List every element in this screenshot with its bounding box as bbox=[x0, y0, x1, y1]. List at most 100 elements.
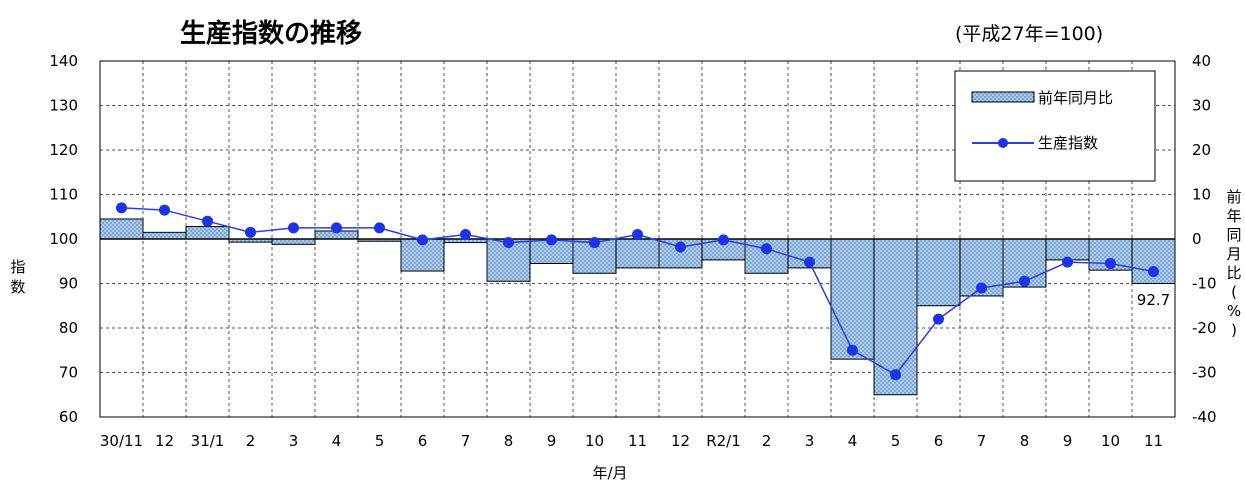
x-tick-label: 7 bbox=[461, 432, 471, 450]
left-tick-label: 140 bbox=[49, 52, 78, 70]
right-axis-label: 前年同月比(%) bbox=[1226, 188, 1241, 339]
left-tick-label: 70 bbox=[59, 364, 78, 382]
x-tick-label: 12 bbox=[155, 432, 174, 450]
index-point bbox=[245, 226, 256, 238]
x-tick-label: 11 bbox=[628, 432, 647, 450]
left-tick-label: 80 bbox=[59, 319, 78, 337]
index-point bbox=[159, 204, 170, 216]
annotations: 92.7 bbox=[1137, 291, 1170, 309]
x-tick-label: 30/11 bbox=[100, 432, 143, 450]
index-point bbox=[503, 237, 514, 249]
index-point bbox=[546, 234, 557, 246]
right-tick-label: -30 bbox=[1192, 364, 1217, 382]
right-tick-label: -40 bbox=[1192, 408, 1217, 426]
x-tick-label: 4 bbox=[848, 432, 858, 450]
chart-subtitle: (平成27年=100) bbox=[955, 23, 1103, 45]
bar-yoy bbox=[916, 238, 961, 307]
index-point bbox=[761, 243, 772, 255]
axis-label-char: 数 bbox=[10, 278, 25, 296]
x-tick-label: 2 bbox=[762, 432, 772, 450]
legend-bar-label: 前年同月比 bbox=[1038, 89, 1113, 107]
axis-label-char: ( bbox=[1231, 283, 1237, 301]
x-tick-label: 9 bbox=[547, 432, 557, 450]
index-point bbox=[116, 202, 127, 214]
index-point bbox=[331, 222, 342, 234]
index-point bbox=[804, 256, 815, 268]
legend: 前年同月比 生産指数 bbox=[954, 70, 1156, 182]
right-tick-label: 40 bbox=[1192, 52, 1211, 70]
axis-label-char: 指 bbox=[10, 258, 25, 276]
bars bbox=[99, 218, 1176, 396]
index-point bbox=[1148, 265, 1159, 277]
x-tick-label: 10 bbox=[1101, 432, 1120, 450]
index-point bbox=[374, 222, 385, 234]
left-axis-ticks: 140 130 120 110 100 90 80 70 60 bbox=[49, 52, 78, 426]
index-point bbox=[1105, 257, 1116, 269]
index-point bbox=[589, 237, 600, 249]
data-label: 92.7 bbox=[1137, 291, 1170, 309]
x-tick-label: 5 bbox=[375, 432, 385, 450]
right-tick-label: 10 bbox=[1192, 186, 1211, 204]
x-tick-label: 31/1 bbox=[191, 432, 225, 450]
bar-yoy bbox=[142, 231, 187, 240]
x-tick-label: 10 bbox=[585, 432, 604, 450]
left-tick-label: 100 bbox=[49, 230, 78, 248]
x-axis-ticks: 30/11 12 31/1 2 3 4 5 6 7 8 9 10 11 12 R2/1 2 3 4 5 6 7 8 9 10 1… bbox=[100, 432, 1163, 450]
right-tick-label: 20 bbox=[1192, 141, 1211, 159]
index-point bbox=[976, 282, 987, 294]
x-tick-label: 6 bbox=[934, 432, 944, 450]
axis-label-char: ) bbox=[1231, 321, 1237, 339]
x-tick-label: 3 bbox=[805, 432, 815, 450]
axis-label-char: 比 bbox=[1226, 264, 1241, 282]
right-tick-label: -10 bbox=[1192, 275, 1217, 293]
left-tick-label: 110 bbox=[49, 186, 78, 204]
x-tick-label: 3 bbox=[289, 432, 299, 450]
right-tick-label: -20 bbox=[1192, 319, 1217, 337]
x-tick-label: 9 bbox=[1063, 432, 1073, 450]
right-axis-ticks: 40 30 20 10 0 -10 -20 -30 -40 bbox=[1192, 52, 1217, 426]
right-tick-label: 30 bbox=[1192, 97, 1211, 115]
axis-label-char: 年 bbox=[1226, 207, 1241, 225]
index-point bbox=[1062, 256, 1073, 268]
bar-yoy bbox=[615, 238, 660, 269]
index-point bbox=[460, 229, 471, 241]
x-tick-label: 12 bbox=[671, 432, 690, 450]
axis-label-char: 同 bbox=[1226, 226, 1241, 244]
bar-yoy bbox=[873, 238, 918, 396]
index-point bbox=[288, 222, 299, 234]
left-axis-label: 指数 bbox=[10, 258, 25, 296]
left-tick-label: 90 bbox=[59, 275, 78, 293]
index-point bbox=[933, 313, 944, 325]
x-tick-label: 7 bbox=[977, 432, 987, 450]
legend-box bbox=[954, 70, 1156, 182]
axis-label-char: 月 bbox=[1226, 245, 1241, 263]
x-tick-label: 8 bbox=[504, 432, 514, 450]
x-tick-label: 11 bbox=[1144, 432, 1163, 450]
bar-yoy bbox=[99, 218, 144, 240]
axis-label-char: % bbox=[1227, 302, 1241, 320]
index-point bbox=[847, 344, 858, 356]
index-point bbox=[675, 241, 686, 253]
index-line bbox=[116, 202, 1159, 381]
legend-bar-swatch bbox=[971, 91, 1035, 103]
left-tick-label: 130 bbox=[49, 97, 78, 115]
x-tick-label: 8 bbox=[1020, 432, 1030, 450]
bar-yoy bbox=[830, 238, 875, 360]
legend-line-label: 生産指数 bbox=[1038, 134, 1098, 152]
x-tick-label: R2/1 bbox=[706, 432, 741, 450]
index-point bbox=[417, 234, 428, 246]
x-tick-label: 2 bbox=[246, 432, 256, 450]
x-tick-label: 6 bbox=[418, 432, 428, 450]
chart-title: 生産指数の推移 bbox=[180, 18, 362, 49]
legend-line-marker bbox=[998, 138, 1008, 148]
x-tick-label: 5 bbox=[891, 432, 901, 450]
left-tick-label: 60 bbox=[59, 408, 78, 426]
index-point bbox=[718, 234, 729, 246]
index-point bbox=[890, 369, 901, 381]
index-point bbox=[632, 229, 643, 241]
x-axis-label: 年/月 bbox=[592, 464, 627, 482]
index-point bbox=[1019, 275, 1030, 287]
axis-label-char: 前 bbox=[1226, 188, 1241, 206]
